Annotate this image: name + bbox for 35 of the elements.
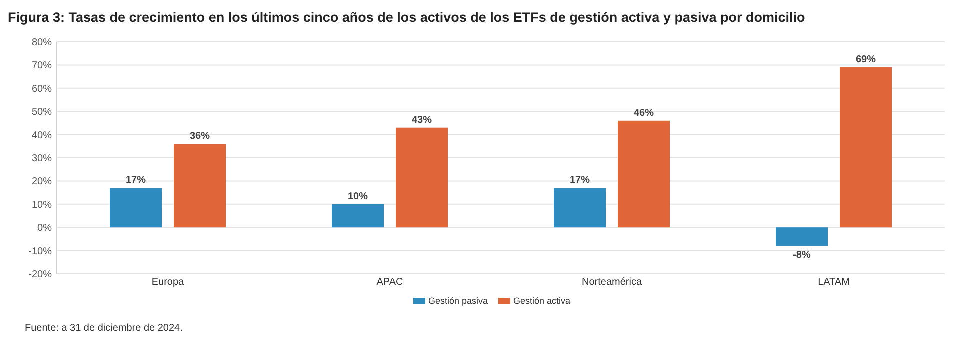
bar [174,144,226,228]
y-tick-label: 60% [32,84,52,95]
y-tick-label: 50% [32,107,52,118]
bar [396,128,448,228]
y-tick-label: -20% [28,270,52,280]
bar [332,204,384,228]
y-tick-label: 20% [32,176,52,188]
data-label: 46% [634,108,654,119]
bar [776,228,828,246]
y-tick-label: 40% [32,130,52,142]
chart-title: Figura 3: Tasas de crecimiento en los últimos cinco años de los activos de los ETFs de gestión activa y pasiva por domicilio [8,10,806,25]
data-label: 69% [856,54,876,66]
y-tick-label: 10% [32,200,52,211]
data-label: 17% [126,175,146,186]
source-note: Fuente: a 31 de diciembre de 2024. [25,323,183,334]
x-tick-label: APAC [376,277,404,288]
data-label: 36% [190,131,210,142]
x-tick-label: Europa [152,277,185,288]
legend-label: Gestión activa [514,296,571,306]
legend-label: Gestión pasiva [428,296,488,306]
x-tick-label: Norteamérica [582,277,642,288]
data-label: 10% [348,191,368,202]
y-tick-label: -10% [28,246,52,258]
y-tick-label: 0% [38,223,52,234]
bar [554,188,606,228]
x-tick-label: LATAM [818,277,850,288]
y-tick-label: 80% [32,38,52,48]
y-tick-label: 70% [32,60,52,72]
data-label: 43% [412,114,432,126]
bar [618,120,670,228]
bar [840,68,892,228]
bar [110,188,162,228]
y-tick-label: 30% [32,154,52,164]
data-label: -8% [793,250,811,262]
data-label: 17% [570,175,590,186]
